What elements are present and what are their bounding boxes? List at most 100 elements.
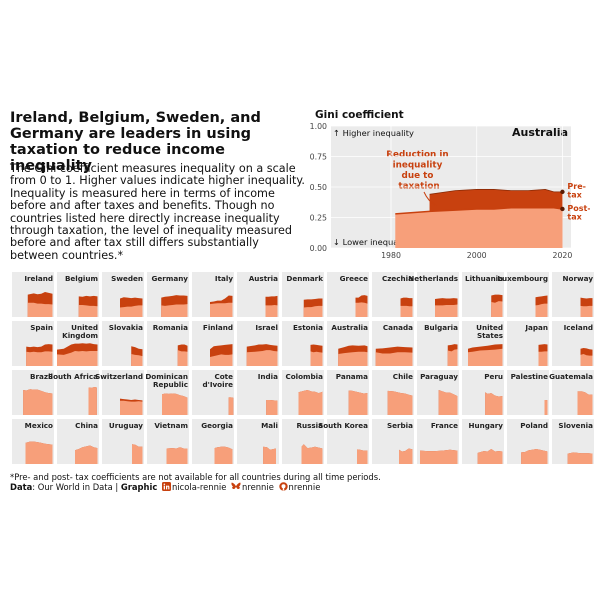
panel-area-post-tax bbox=[375, 352, 413, 366]
annotation-arrowhead bbox=[431, 201, 437, 207]
series-line-post-tax bbox=[395, 206, 563, 215]
panel-label: Switzerland bbox=[95, 372, 143, 381]
panel-label: Vietnam bbox=[154, 421, 188, 430]
panel-norway: Norway bbox=[552, 272, 594, 317]
panel-label: Georgia bbox=[201, 421, 233, 430]
series-label: tax bbox=[567, 212, 582, 221]
y-tick-label: 1.00 bbox=[310, 122, 327, 131]
annotation-text: Reduction in inequality due to taxation bbox=[386, 150, 451, 192]
panel-area-post-tax bbox=[301, 444, 323, 464]
data-value: : Our World in Data | bbox=[32, 482, 119, 492]
panel-hungary: Hungary bbox=[462, 419, 504, 464]
x-tick-label: 1980 bbox=[381, 251, 401, 260]
panel-label: Cote bbox=[214, 372, 233, 381]
panel-label: Australia bbox=[512, 126, 568, 139]
panel-area-post-tax bbox=[246, 350, 278, 366]
panel-label: Sweden bbox=[111, 274, 143, 283]
panel-germany: Germany bbox=[147, 272, 189, 317]
panel-label: States bbox=[477, 331, 503, 340]
panel-austria: Austria bbox=[237, 272, 279, 317]
panel-area-post-tax bbox=[535, 303, 548, 317]
panel-label: Norway bbox=[563, 274, 594, 283]
panel-france: France bbox=[417, 419, 459, 464]
panel-georgia: Georgia bbox=[192, 419, 234, 464]
panel-area-post-tax bbox=[298, 390, 323, 415]
series-end-point bbox=[560, 189, 565, 195]
small-multiples: Ireland Belgium Sweden Germany Italy Austria D… bbox=[12, 272, 594, 464]
panel-iceland: Iceland bbox=[552, 321, 594, 366]
credits: Data: Our World in Data | Graphic nicola… bbox=[10, 482, 320, 493]
panel-area-post-tax bbox=[338, 351, 368, 366]
panel-area-post-tax bbox=[120, 400, 143, 415]
y-tick-label: 0.75 bbox=[310, 153, 327, 162]
panel-belgium: Belgium bbox=[57, 272, 99, 317]
panel-label: Serbia bbox=[387, 421, 413, 430]
panel-label: Republic bbox=[153, 380, 188, 389]
chart-title: Gini coefficient bbox=[315, 109, 404, 121]
panel-sweden: Sweden bbox=[102, 272, 144, 317]
github-handle[interactable]: nrennie bbox=[288, 482, 321, 492]
panel-label: South Korea bbox=[318, 421, 368, 430]
panel-area-post-tax bbox=[57, 350, 98, 366]
panel-serbia: Serbia bbox=[372, 419, 414, 464]
panel-area-post-tax bbox=[131, 353, 143, 366]
y-tick-label: 0.25 bbox=[310, 214, 327, 223]
panel-label: Kingdom bbox=[62, 331, 98, 340]
panel-poland: Poland bbox=[507, 419, 549, 464]
panel-label: Hungary bbox=[469, 421, 504, 430]
panel-area-post-tax bbox=[357, 449, 368, 464]
panel-mexico: Mexico bbox=[12, 419, 54, 464]
panel-russia: Russia bbox=[282, 419, 324, 464]
panel-area-post-tax bbox=[577, 391, 593, 415]
panel-area-post-tax bbox=[355, 302, 368, 317]
panel-brazil: Brazil bbox=[12, 370, 54, 415]
panel-label: South Africa bbox=[48, 372, 98, 381]
panel-label: Russia bbox=[296, 421, 323, 430]
panel-label: China bbox=[75, 421, 98, 430]
panel-label: Mexico bbox=[25, 421, 53, 430]
panel-label: Peru bbox=[484, 372, 503, 381]
panel-label: Colombia bbox=[285, 372, 323, 381]
panel-label: d'Ivoire bbox=[202, 380, 233, 389]
panel-area-post-tax bbox=[400, 305, 413, 317]
panel-lithuania: Lithuania bbox=[462, 272, 504, 317]
panel-label: Italy bbox=[215, 274, 233, 283]
panel-area-post-tax bbox=[491, 301, 503, 317]
panel-south-africa: South Africa bbox=[48, 370, 99, 415]
panel-label: United bbox=[476, 323, 503, 332]
panel-label: Romania bbox=[153, 323, 188, 332]
panel-area-post-tax bbox=[75, 445, 98, 464]
panel-panama: Panama bbox=[327, 370, 369, 415]
featured-chart: Gini coefficient ↑ Higher inequality ↓ L… bbox=[310, 109, 590, 260]
panel-area-post-tax bbox=[120, 305, 143, 317]
linkedin-handle[interactable]: nicola-rennie bbox=[172, 482, 227, 492]
bluesky-handle[interactable]: nrennie bbox=[242, 482, 274, 492]
panel-label: Brazil bbox=[30, 372, 53, 381]
panel-label: Panama bbox=[336, 372, 368, 381]
github-icon bbox=[278, 482, 288, 491]
panel-area-post-tax bbox=[166, 447, 188, 464]
panel-label: Australia bbox=[331, 323, 368, 332]
panel-mali: Mali bbox=[237, 419, 279, 464]
panel-area-post-tax bbox=[438, 390, 458, 415]
panel-area-post-tax bbox=[348, 390, 368, 415]
panel-colombia: Colombia bbox=[282, 370, 324, 415]
panel-label: Netherlands bbox=[408, 274, 458, 283]
panel-area-post-tax bbox=[485, 392, 503, 415]
panel-area-post-tax bbox=[210, 302, 233, 317]
page-title: Ireland, Belgium, Sweden, and Germany ar… bbox=[10, 110, 261, 174]
panel-spain: Spain bbox=[12, 321, 54, 366]
ylabel-top: ↑ Higher inequality bbox=[333, 128, 414, 138]
panel-area-post-tax bbox=[228, 397, 234, 415]
panel-label: Austria bbox=[249, 274, 278, 283]
panel-label: France bbox=[431, 421, 458, 430]
panel-area-post-tax bbox=[387, 390, 413, 415]
panel-area-post-tax bbox=[26, 351, 53, 366]
linkedin-icon bbox=[162, 482, 171, 491]
panel-label: Canada bbox=[383, 323, 413, 332]
panel-label: Chile bbox=[393, 372, 413, 381]
panel-south-korea: South Korea bbox=[318, 419, 369, 464]
panel-label: Uruguay bbox=[109, 421, 143, 430]
